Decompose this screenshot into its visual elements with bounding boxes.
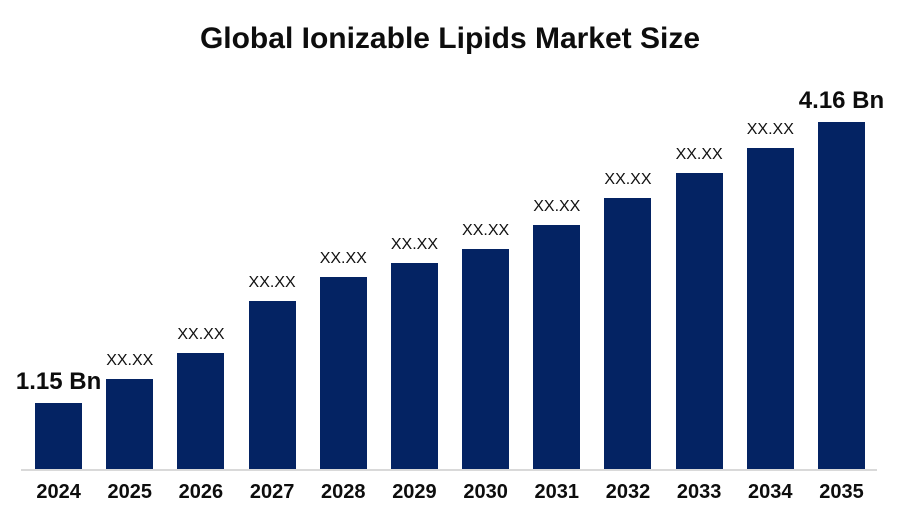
- bar-2030: [462, 249, 510, 469]
- bar-column: XX.XX: [379, 236, 450, 469]
- year-label-2027: 2027: [249, 481, 295, 503]
- bar-2031: [533, 225, 581, 469]
- year-label-2031: 2031: [534, 481, 580, 503]
- year-label-2025: 2025: [107, 481, 153, 503]
- year-label-2024: 2024: [36, 481, 81, 503]
- x-axis-line: [21, 469, 877, 471]
- bar-column: 1.15 Bn: [16, 368, 101, 469]
- bar-columns: 1.15 Bn XX.XX XX.XX XX.XX XX.XX XX.XX XX.XX XX.…: [16, 0, 884, 469]
- bar-2032: [604, 198, 652, 469]
- bar-2028: [319, 277, 367, 469]
- bar-value-label: XX.XX: [533, 198, 581, 215]
- bar-column: XX.XX: [165, 326, 236, 469]
- year-label-2029: 2029: [392, 481, 437, 503]
- year-label-2030: 2030: [463, 481, 508, 503]
- bar-value-label: 4.16 Bn: [798, 87, 885, 114]
- year-label-2035: 2035: [819, 481, 864, 503]
- bar-2027: [248, 301, 296, 469]
- bar-column: XX.XX: [308, 250, 379, 469]
- bar-column: 4.16 Bn: [799, 87, 884, 469]
- year-label-2028: 2028: [321, 481, 366, 503]
- bar-2024: [35, 403, 83, 469]
- bar-value-label: 1.15 Bn: [15, 368, 102, 395]
- year-label-2032: 2032: [605, 481, 651, 503]
- bar-column: XX.XX: [592, 171, 663, 469]
- bar-value-label: XX.XX: [746, 121, 794, 138]
- bar-value-label: XX.XX: [106, 352, 154, 369]
- x-axis-labels: 2024 2025 2026 2027 2028 2029 2030 2031 2032 2033…: [23, 481, 877, 504]
- bar-column: XX.XX: [450, 222, 521, 469]
- bar-value-label: XX.XX: [604, 171, 652, 188]
- bar-value-label: XX.XX: [177, 326, 225, 343]
- year-label-2026: 2026: [178, 481, 224, 503]
- bar-2034: [746, 148, 794, 469]
- bar-2029: [390, 263, 438, 469]
- bar-column: XX.XX: [94, 352, 165, 469]
- bar-2026: [177, 353, 225, 469]
- bar-value-label: XX.XX: [462, 222, 510, 239]
- bar-value-label: XX.XX: [248, 274, 296, 291]
- bar-value-label: XX.XX: [319, 250, 367, 267]
- bar-column: XX.XX: [237, 274, 308, 469]
- bar-column: XX.XX: [521, 198, 592, 469]
- year-label-2034: 2034: [748, 481, 793, 503]
- bar-column: XX.XX: [664, 146, 735, 469]
- bar-column: XX.XX: [735, 121, 806, 469]
- bar-2025: [106, 379, 154, 469]
- bar-2033: [675, 173, 723, 469]
- bar-value-label: XX.XX: [675, 146, 723, 163]
- year-label-2033: 2033: [676, 481, 722, 503]
- bar-value-label: XX.XX: [390, 236, 439, 253]
- chart-title: Global Ionizable Lipids Market Size: [199, 22, 701, 55]
- bar-2035: [817, 122, 865, 469]
